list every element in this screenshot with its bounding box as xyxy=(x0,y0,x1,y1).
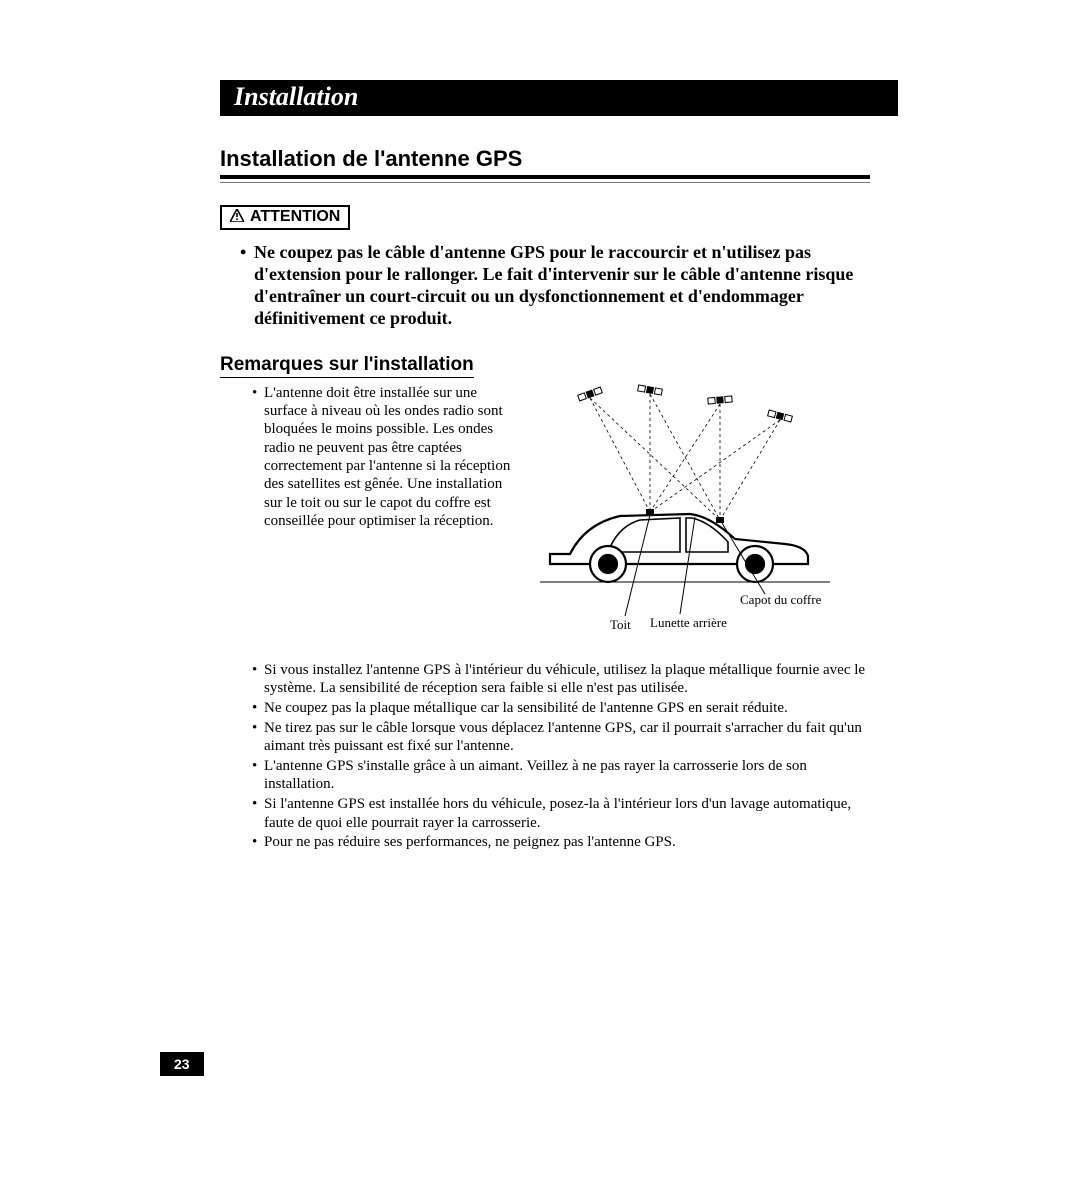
car-diagram: Toit Lunette arrière Capot du coffre xyxy=(530,384,880,639)
page-footer: 23 xyxy=(160,1052,970,1076)
section-title: Installation de l'antenne GPS xyxy=(220,146,870,179)
note-item: Si vous installez l'antenne GPS à l'inté… xyxy=(252,661,880,698)
warning-item: Ne coupez pas le câble d'antenne GPS pou… xyxy=(240,242,860,330)
note-item: Pour ne pas réduire ses performances, ne… xyxy=(252,833,880,852)
diagram-label-capot: Capot du coffre xyxy=(740,592,822,607)
attention-label: ATTENTION xyxy=(250,208,340,225)
diagram-label-lunette: Lunette arrière xyxy=(650,615,727,630)
note-item: L'antenne doit être installée sur une su… xyxy=(252,384,512,530)
warning-icon xyxy=(230,209,244,227)
note-item: Si l'antenne GPS est installée hors du v… xyxy=(252,795,880,832)
note-item: Ne coupez pas la plaque métallique car l… xyxy=(252,699,880,718)
subheading-text: Remarques sur l'installation xyxy=(220,354,474,375)
note-item: Ne tirez pas sur le câble lorsque vous d… xyxy=(252,719,880,756)
warning-list: Ne coupez pas le câble d'antenne GPS pou… xyxy=(240,242,860,330)
section-title-text: Installation de l'antenne GPS xyxy=(220,146,522,171)
manual-page: Installation Installation de l'antenne G… xyxy=(0,0,1080,1116)
notes-row: L'antenne doit être installée sur une su… xyxy=(252,384,880,639)
subheading: Remarques sur l'installation xyxy=(220,354,474,378)
lower-notes-list: Si vous installez l'antenne GPS à l'inté… xyxy=(252,661,880,852)
diagram-label-toit: Toit xyxy=(610,617,631,632)
notes-left-column: L'antenne doit être installée sur une su… xyxy=(252,384,512,639)
note-item: L'antenne GPS s'installe grâce à un aima… xyxy=(252,757,880,794)
attention-box: ATTENTION xyxy=(220,205,350,230)
page-number: 23 xyxy=(160,1052,204,1076)
chapter-banner: Installation xyxy=(220,80,898,116)
chapter-title: Installation xyxy=(234,82,358,111)
